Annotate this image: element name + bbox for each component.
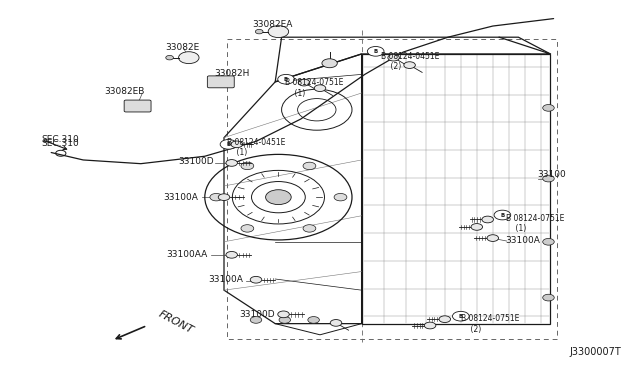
Circle shape [543,238,554,245]
Text: B 08124-0751E
    (1): B 08124-0751E (1) [285,78,343,97]
Text: FRONT: FRONT [157,308,195,335]
Circle shape [487,235,499,241]
Circle shape [367,46,384,56]
Circle shape [308,317,319,323]
Circle shape [424,322,436,329]
FancyBboxPatch shape [124,100,151,112]
Circle shape [439,316,451,323]
Text: 33100D: 33100D [179,157,214,166]
Text: 33100A: 33100A [164,193,198,202]
FancyBboxPatch shape [207,76,234,88]
Circle shape [334,193,347,201]
Text: J3300007T: J3300007T [569,347,621,357]
Text: SEC.310: SEC.310 [42,135,79,144]
Text: B: B [459,314,463,319]
Text: 33100A: 33100A [506,236,540,245]
Circle shape [404,62,415,68]
Circle shape [218,194,230,201]
Circle shape [322,59,337,68]
Circle shape [543,294,554,301]
Circle shape [226,251,237,258]
Circle shape [166,55,173,60]
Text: B 08124-0451E
    (2): B 08124-0451E (2) [381,52,439,71]
Circle shape [543,105,554,111]
Text: 33082EA: 33082EA [252,20,292,29]
Text: B 08124-0751E
    (1): B 08124-0751E (1) [506,214,564,233]
Text: 33100A: 33100A [209,275,243,283]
Circle shape [279,317,291,323]
Text: B: B [374,49,378,54]
Text: 33100AA: 33100AA [167,250,208,259]
Text: 33100: 33100 [538,170,566,179]
Circle shape [543,175,554,182]
Circle shape [241,162,253,170]
Text: B: B [284,77,288,82]
Circle shape [494,210,511,220]
Circle shape [231,141,243,148]
Circle shape [482,216,493,223]
Circle shape [179,52,199,64]
Text: B: B [500,212,504,218]
Bar [227,39,557,339]
Circle shape [226,160,237,166]
Circle shape [278,311,289,318]
Text: 33082E: 33082E [165,43,200,52]
Circle shape [250,276,262,283]
Circle shape [303,162,316,170]
Circle shape [210,193,223,201]
Text: B 08124-0451E
    (1): B 08124-0451E (1) [227,138,285,157]
Text: 33082H: 33082H [214,69,250,78]
Circle shape [278,74,294,84]
Text: SEC.310: SEC.310 [42,139,79,148]
Circle shape [388,54,399,61]
Circle shape [471,224,483,230]
Text: 33082EB: 33082EB [104,87,145,96]
Circle shape [303,225,316,232]
Circle shape [220,140,237,149]
Text: B 08124-0751E
    (2): B 08124-0751E (2) [461,314,519,334]
Circle shape [314,85,326,92]
Text: B: B [227,142,230,147]
Circle shape [241,225,254,232]
Circle shape [255,29,263,34]
Circle shape [298,79,310,86]
Circle shape [266,190,291,205]
Circle shape [250,317,262,323]
Circle shape [268,26,289,38]
Circle shape [330,320,342,326]
Text: 33100D: 33100D [239,310,275,319]
Circle shape [452,311,469,321]
